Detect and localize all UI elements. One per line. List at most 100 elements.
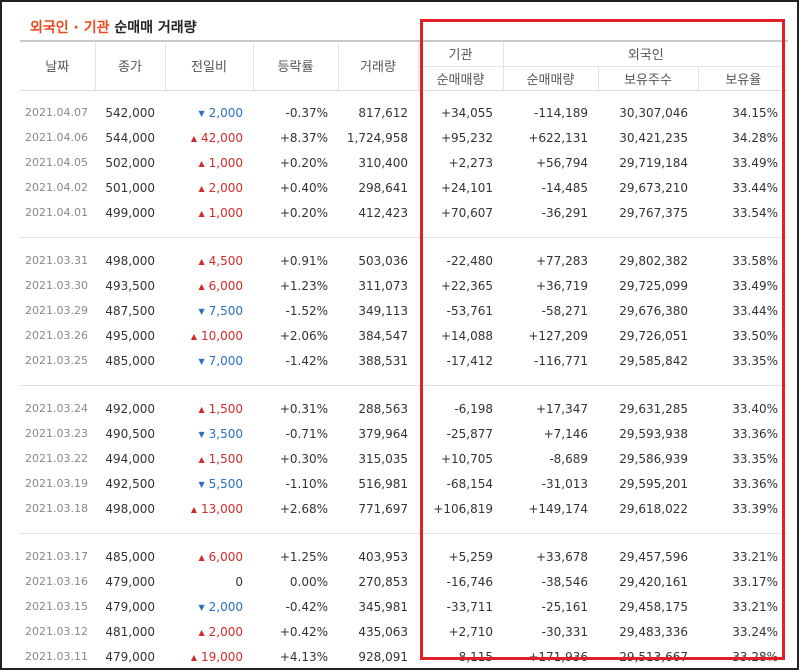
cell-ratio: 33.44% [732,303,779,318]
up-arrow-icon: ▲ [198,552,205,562]
cell-inst: -22,480 [446,253,493,268]
cell-foreign: +622,131 [528,130,588,145]
cell-date: 2021.04.01 [25,206,88,219]
change-value: 10,000 [201,328,243,343]
table-body: 2021.04.07 542,000 ▼ 2,000 -0.37% 817,612 +34,… [20,90,789,669]
cell-date: 2021.03.15 [25,600,88,613]
cell-close: 498,000 [105,253,155,268]
down-arrow-icon: ▼ [198,306,205,316]
table-row: 2021.04.01 499,000 ▲ 1,000 +0.20% 412,423 +70,… [20,200,788,225]
cell-rate: +0.31% [279,401,328,416]
change-value: 19,000 [201,649,243,664]
cell-change: ▲ 4,500 [165,248,253,273]
cell-ratio: 33.50% [732,328,779,343]
cell-foreign: -116,771 [534,353,588,368]
cell-close: 492,000 [105,401,155,416]
cell-volume: 928,091 [358,649,408,664]
cell-close: 485,000 [105,353,155,368]
cell-date: 2021.03.22 [25,452,88,465]
cell-volume: 1,724,958 [346,130,408,145]
cell-foreign: -30,331 [541,624,588,639]
change-value: 13,000 [201,501,243,516]
cell-rate: -0.37% [285,105,328,120]
cell-inst: +2,273 [448,155,493,170]
cell-holdings: 29,767,375 [619,205,688,220]
cell-rate: +1.23% [279,278,328,293]
change-value: 1,500 [208,451,243,466]
cell-rate: +4.13% [279,649,328,664]
down-arrow-icon: ▼ [198,429,205,439]
cell-inst: -16,746 [446,574,493,589]
cell-ratio: 33.36% [732,426,779,441]
change-value: 6,000 [208,278,243,293]
cell-inst: +70,607 [440,205,493,220]
up-arrow-icon: ▲ [198,158,205,168]
change-value: 2,000 [208,624,243,639]
cell-change: ▲ 1,500 [165,396,253,421]
cell-close: 479,000 [105,649,155,664]
cell-foreign: -36,291 [541,205,588,220]
table-row: 2021.03.26 495,000 ▲ 10,000 +2.06% 384,547 +14… [20,323,788,348]
cell-ratio: 33.21% [732,599,779,614]
table-top-rule [20,40,788,42]
cell-volume: 379,964 [358,426,408,441]
cell-ratio: 33.17% [732,574,779,589]
cell-date: 2021.03.26 [25,329,88,342]
cell-rate: +1.25% [279,549,328,564]
cell-foreign: +127,209 [528,328,588,343]
table-row: 2021.03.16 479,000 0 0.00% 270,853 -16,746 -38… [20,569,788,594]
table-row: 2021.03.30 493,500 ▲ 6,000 +1.23% 311,073 +22,… [20,273,788,298]
cell-rate: +0.20% [279,155,328,170]
cell-foreign: -114,189 [534,105,588,120]
up-arrow-icon: ▲ [198,281,205,291]
cell-change: ▲ 19,000 [165,644,253,669]
cell-volume: 298,641 [358,180,408,195]
change-value: 2,000 [208,105,243,120]
cell-ratio: 34.15% [732,105,779,120]
table-row: 2021.03.23 490,500 ▼ 3,500 -0.71% 379,964 -25,… [20,421,788,446]
cell-date: 2021.03.16 [25,575,88,588]
header-ratio: 보유율 [697,66,789,91]
header-institution: 기관 [417,42,503,67]
cell-foreign: +149,174 [528,501,588,516]
cell-inst: -68,154 [446,476,493,491]
group-separator [20,225,789,238]
cell-holdings: 29,420,161 [619,574,688,589]
cell-change: ▲ 13,000 [165,496,253,521]
header-foreign-net: 순매매량 [502,66,598,91]
header-foreign: 외국인 [502,42,789,67]
cell-date: 2021.03.30 [25,279,88,292]
header-inst-net: 순매매량 [417,66,503,91]
cell-rate: -1.42% [285,353,328,368]
cell-change: ▲ 2,000 [165,619,253,644]
cell-close: 479,000 [105,574,155,589]
cell-rate: +0.20% [279,205,328,220]
table-row: 2021.03.19 492,500 ▼ 5,500 -1.10% 516,981 -68,… [20,471,788,496]
cell-change: ▼ 7,500 [165,298,253,323]
cell-ratio: 33.40% [732,401,779,416]
cell-close: 485,000 [105,549,155,564]
cell-rate: +0.42% [279,624,328,639]
cell-change: ▲ 1,000 [165,150,253,175]
cell-inst: -25,877 [446,426,493,441]
down-arrow-icon: ▼ [198,108,205,118]
cell-inst: -17,412 [446,353,493,368]
cell-volume: 384,547 [358,328,408,343]
cell-rate: -1.10% [285,476,328,491]
up-arrow-icon: ▲ [190,331,197,341]
cell-close: 494,000 [105,451,155,466]
cell-volume: 345,981 [358,599,408,614]
cell-foreign: +77,283 [535,253,588,268]
table-row: 2021.03.15 479,000 ▼ 2,000 -0.42% 345,981 -33,… [20,594,788,619]
cell-inst: +2,710 [448,624,493,639]
cell-ratio: 33.24% [732,624,779,639]
down-arrow-icon: ▼ [198,602,205,612]
cell-rate: +0.91% [279,253,328,268]
table-row: 2021.03.29 487,500 ▼ 7,500 -1.52% 349,113 -53,… [20,298,788,323]
cell-close: 487,500 [105,303,155,318]
group-separator [20,521,789,534]
table-row: 2021.03.24 492,000 ▲ 1,500 +0.31% 288,563 -6,1… [20,396,788,421]
cell-foreign: -25,161 [541,599,588,614]
cell-ratio: 33.36% [732,476,779,491]
cell-holdings: 30,307,046 [619,105,688,120]
